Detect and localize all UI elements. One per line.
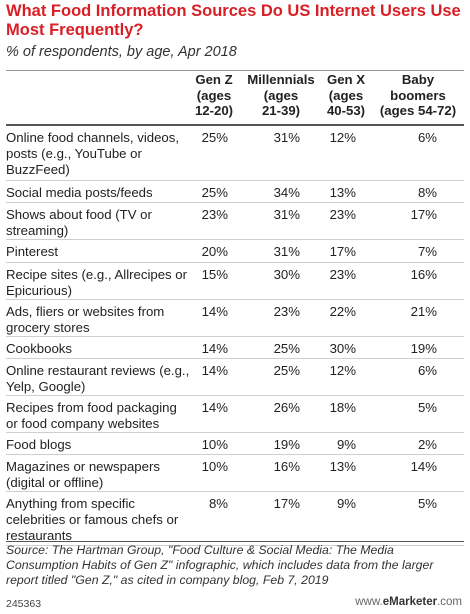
table-cell: 8%	[208, 496, 228, 511]
table-cell: 17%	[329, 244, 356, 259]
table-cell: 5%	[417, 400, 437, 415]
table-cell: 9%	[336, 496, 356, 511]
table-cell: 10%	[201, 437, 228, 452]
row-label: Online restaurant reviews (e.g., Yelp, G…	[6, 363, 190, 394]
table-cell: 2%	[417, 437, 437, 452]
table-cell: 23%	[329, 267, 356, 282]
table-cell: 16%	[410, 267, 437, 282]
table-cell: 6%	[417, 363, 437, 378]
table-cell: 19%	[273, 437, 300, 452]
chart-title: What Food Information Sources Do US Inte…	[6, 2, 461, 39]
header-top-rule	[6, 70, 464, 71]
table-header: Gen Z (ages 12-20) Millennials (ages 21-3…	[6, 72, 464, 124]
table-row: Online food channels, videos, posts (e.g…	[6, 126, 464, 181]
table-row: Recipes from food packaging or food comp…	[6, 396, 464, 433]
table-cell: 9%	[336, 437, 356, 452]
column-header: Baby boomers (ages 54-72)	[379, 72, 457, 118]
source-rule	[6, 541, 464, 542]
table-cell: 22%	[329, 304, 356, 319]
table-cell: 6%	[417, 130, 437, 145]
table-cell: 26%	[273, 400, 300, 415]
column-header: Gen Z (ages 12-20)	[194, 72, 234, 118]
table-cell: 14%	[410, 459, 437, 474]
table-cell: 13%	[329, 185, 356, 200]
row-label: Online food channels, videos, posts (e.g…	[6, 130, 180, 177]
row-label: Recipe sites (e.g., Allrecipes or Epicur…	[6, 267, 188, 298]
chart-subtitle: % of respondents, by age, Apr 2018	[6, 44, 237, 60]
table-cell: 30%	[273, 267, 300, 282]
table-cell: 8%	[417, 185, 437, 200]
table-row: Ads, fliers or websites from grocery sto…	[6, 300, 464, 337]
brand-prefix: www.	[355, 596, 383, 608]
table-cell: 14%	[201, 400, 228, 415]
table-cell: 14%	[201, 363, 228, 378]
row-label: Shows about food (TV or streaming)	[6, 207, 152, 238]
table-cell: 14%	[201, 341, 228, 356]
table-cell: 12%	[329, 363, 356, 378]
row-label: Recipes from food packaging or food comp…	[6, 400, 177, 431]
table-cell: 15%	[201, 267, 228, 282]
column-header: Millennials (ages 21-39)	[247, 72, 315, 118]
row-label: Anything from specific celebrities or fa…	[6, 496, 179, 543]
row-label: Magazines or newspapers (digital or offl…	[6, 459, 160, 490]
table-cell: 25%	[201, 185, 228, 200]
chart-id: 245363	[6, 598, 42, 610]
brand-logo: www.eMarketer.com	[355, 596, 462, 608]
table-cell: 25%	[273, 341, 300, 356]
table-cell: 31%	[273, 207, 300, 222]
table-cell: 16%	[273, 459, 300, 474]
table-cell: 19%	[410, 341, 437, 356]
table-cell: 34%	[273, 185, 300, 200]
brand-suffix: .com	[437, 596, 462, 608]
table-cell: 25%	[273, 363, 300, 378]
table-row: Shows about food (TV or streaming) 23% 31%…	[6, 203, 464, 240]
table-cell: 5%	[417, 496, 437, 511]
table-cell: 31%	[273, 244, 300, 259]
table-cell: 25%	[201, 130, 228, 145]
row-label: Cookbooks	[6, 341, 72, 356]
table-cell: 10%	[201, 459, 228, 474]
table-row: Magazines or newspapers (digital or offl…	[6, 455, 464, 492]
table-cell: 17%	[410, 207, 437, 222]
table-row: Cookbooks 14% 25% 30% 19%	[6, 337, 464, 359]
row-label: Pinterest	[6, 244, 59, 259]
table-row: Social media posts/feeds 25% 34% 13% 8%	[6, 181, 464, 203]
table-cell: 21%	[410, 304, 437, 319]
table-row: Online restaurant reviews (e.g., Yelp, G…	[6, 359, 464, 396]
row-label: Social media posts/feeds	[6, 185, 153, 200]
table-row: Recipe sites (e.g., Allrecipes or Epicur…	[6, 263, 464, 300]
table-cell: 23%	[329, 207, 356, 222]
table-cell: 13%	[329, 459, 356, 474]
row-label: Food blogs	[6, 437, 72, 452]
column-header: Gen X (ages 40-53)	[326, 72, 366, 118]
table-row: Pinterest 20% 31% 17% 7%	[6, 240, 464, 263]
table-cell: 17%	[273, 496, 300, 511]
table-row: Anything from specific celebrities or fa…	[6, 492, 464, 546]
table-cell: 23%	[273, 304, 300, 319]
table-cell: 23%	[201, 207, 228, 222]
table-cell: 20%	[201, 244, 228, 259]
table-cell: 7%	[417, 244, 437, 259]
table-cell: 18%	[329, 400, 356, 415]
row-label: Ads, fliers or websites from grocery sto…	[6, 304, 165, 335]
table-cell: 14%	[201, 304, 228, 319]
table-row: Food blogs 10% 19% 9% 2%	[6, 433, 464, 455]
brand-name: eMarketer	[382, 596, 438, 608]
header-bottom-rule	[6, 124, 464, 126]
table-cell: 12%	[329, 130, 356, 145]
table-cell: 30%	[329, 341, 356, 356]
table-cell: 31%	[273, 130, 300, 145]
source-note: Source: The Hartman Group, "Food Culture…	[6, 543, 434, 587]
